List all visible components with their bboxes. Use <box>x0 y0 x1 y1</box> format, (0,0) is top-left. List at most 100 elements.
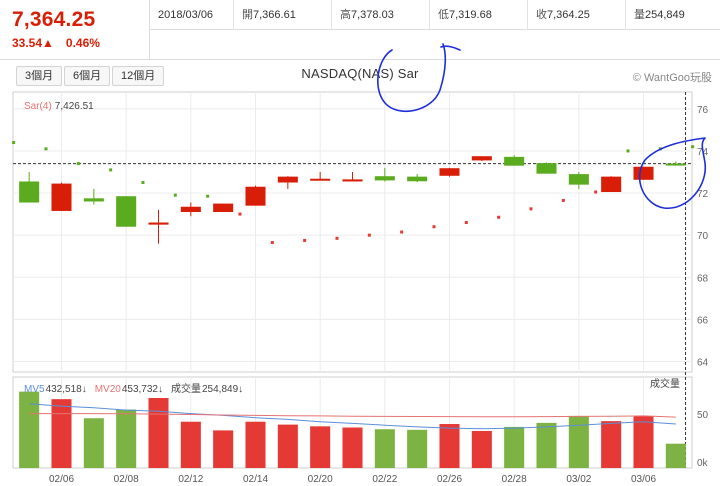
sar-dot <box>76 162 80 166</box>
close-label: 收 <box>536 8 547 21</box>
x-tick-label: 02/20 <box>308 474 333 485</box>
sar-dot <box>44 147 48 151</box>
header-spacer <box>150 30 720 60</box>
sar-dot <box>464 221 468 225</box>
volume-bar <box>277 424 298 468</box>
low-label: 低 <box>438 8 449 21</box>
volume-bar <box>148 397 169 468</box>
candle-body <box>568 174 589 185</box>
candle-body <box>83 198 104 202</box>
sar-dot <box>303 238 307 242</box>
low-value: 7,319.68 <box>449 8 492 21</box>
sar-dot <box>238 212 242 216</box>
volume-bar <box>633 415 654 468</box>
sar-dot <box>561 198 565 202</box>
period-6m-button[interactable]: 6個月 <box>64 66 111 86</box>
candle-body <box>277 176 298 183</box>
low-cell: 低7,319.68 <box>430 0 528 30</box>
period-12m-button[interactable]: 12個月 <box>112 66 165 86</box>
volume-bar <box>568 415 589 468</box>
volume-bar <box>51 399 72 468</box>
volume-bar <box>342 427 363 468</box>
high-value: 7,378.03 <box>351 8 394 21</box>
close-cell: 收7,364.25 <box>528 0 626 30</box>
sar-dot <box>432 225 436 229</box>
sar-legend-value: 7,426.51 <box>55 101 94 112</box>
candle-body <box>180 206 201 212</box>
volume-y-tick-label: 0k <box>697 458 709 469</box>
y-tick-label: 72 <box>697 189 709 200</box>
y-tick-label: 66 <box>697 315 709 326</box>
volume-bar <box>374 429 395 468</box>
volume-legend-value: 254,849↓ <box>202 384 243 395</box>
ohlc-row: 2018/03/06 開7,366.61 高7,378.03 低7,319.68… <box>150 0 720 30</box>
volume-bar <box>471 430 492 468</box>
volume-bar <box>19 391 40 468</box>
candle-body <box>633 166 654 180</box>
volume-bar <box>504 426 525 468</box>
volume-bar <box>407 429 428 468</box>
sar-dot <box>109 168 113 172</box>
sar-dot <box>400 230 404 234</box>
x-tick-label: 03/02 <box>566 474 591 485</box>
volume-y-tick-label: 50 <box>697 410 709 421</box>
mv20-legend-value: 453,732↓ <box>122 384 163 395</box>
candle-body <box>601 176 622 192</box>
open-cell: 開7,366.61 <box>234 0 332 30</box>
high-cell: 高7,378.03 <box>332 0 430 30</box>
credit-label: © WantGoo玩股 <box>632 72 712 84</box>
volume-value: 254,849 <box>645 8 685 21</box>
quote-date: 2018/03/06 <box>150 0 234 30</box>
candle-body <box>407 176 428 182</box>
sar-dot <box>626 149 630 153</box>
candle-body <box>51 183 72 211</box>
candle-body <box>471 156 492 161</box>
volume-bar <box>83 418 104 468</box>
volume-bar <box>439 424 460 468</box>
mv20-line <box>29 413 676 418</box>
sar-dot <box>141 181 145 185</box>
sar-dot <box>270 241 274 245</box>
high-label: 高 <box>340 8 351 21</box>
last-price: 7,364.25 <box>12 8 96 31</box>
candle-body <box>19 181 40 203</box>
sar-legend-label: Sar(4) <box>24 101 52 112</box>
volume-bar <box>536 422 557 468</box>
volume-label: 量 <box>634 8 645 21</box>
x-tick-label: 02/14 <box>243 474 268 485</box>
candle-body <box>116 196 137 227</box>
candle-body <box>148 222 169 225</box>
sar-dot <box>12 141 16 145</box>
x-tick-label: 02/12 <box>178 474 203 485</box>
volume-bar <box>116 409 137 468</box>
change-row: 33.54▲ 0.46% <box>12 36 149 50</box>
sar-dot <box>367 233 371 237</box>
volume-cell: 量254,849 <box>626 0 720 30</box>
candle-body <box>439 168 460 176</box>
candle-body <box>665 163 686 166</box>
sar-dot <box>691 145 695 149</box>
y-tick-label: 68 <box>697 273 709 284</box>
x-tick-label: 02/28 <box>502 474 527 485</box>
volume-panel-title: 成交量 <box>650 377 680 390</box>
candle-body <box>536 163 557 174</box>
mv5-legend-label: MV5 <box>24 384 45 395</box>
candle-body <box>213 203 234 212</box>
price-change: 33.54▲ <box>12 36 54 50</box>
volume-bar <box>245 421 266 468</box>
sar-dot <box>206 194 210 198</box>
x-tick-label: 02/26 <box>437 474 462 485</box>
candle-body <box>310 178 331 181</box>
sar-dot <box>173 193 177 197</box>
price-change-pct: 0.46% <box>65 36 100 50</box>
candle-body <box>342 179 363 182</box>
y-tick-label: 76 <box>697 105 709 116</box>
volume-legend: MV5432,518↓ MV20453,732↓ 成交量254,849↓ <box>24 382 243 395</box>
candle-body <box>374 176 395 181</box>
annotation-scribble <box>377 43 461 112</box>
sar-dot <box>497 215 501 219</box>
candle-body <box>504 156 525 166</box>
close-value: 7,364.25 <box>547 8 590 21</box>
period-3m-button[interactable]: 3個月 <box>16 66 63 86</box>
